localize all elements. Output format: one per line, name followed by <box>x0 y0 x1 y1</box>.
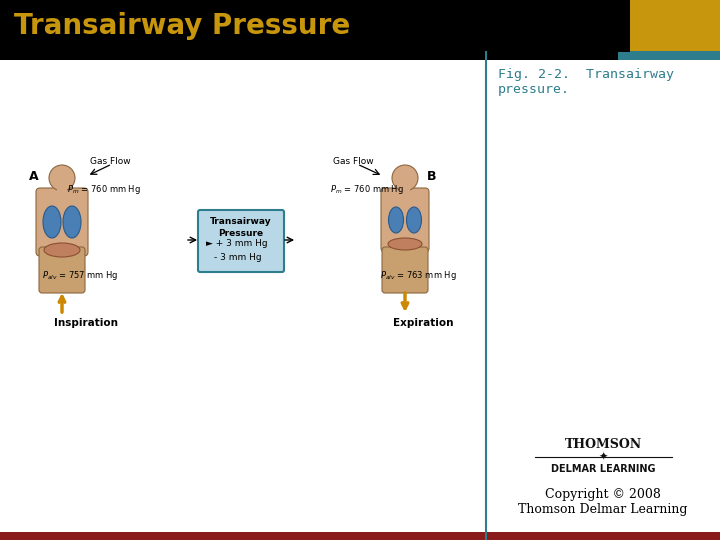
Text: Gas Flow: Gas Flow <box>333 158 374 166</box>
Text: Transairway: Transairway <box>210 218 272 226</box>
Text: DELMAR LEARNING: DELMAR LEARNING <box>551 464 655 474</box>
Bar <box>57 178 67 192</box>
Text: $P_m$ = 760 mm Hg: $P_m$ = 760 mm Hg <box>330 184 404 197</box>
Text: ✦: ✦ <box>598 452 608 462</box>
Bar <box>300 0 630 52</box>
Ellipse shape <box>44 243 80 257</box>
Bar <box>0 532 720 540</box>
Ellipse shape <box>389 207 403 233</box>
Text: Gas Flow: Gas Flow <box>90 158 130 166</box>
Text: THOMSON: THOMSON <box>564 438 642 451</box>
Bar <box>618 51 720 60</box>
Ellipse shape <box>407 207 421 233</box>
FancyBboxPatch shape <box>198 210 284 272</box>
Ellipse shape <box>63 206 81 238</box>
Text: $P_{alv}$ = 763 mm Hg: $P_{alv}$ = 763 mm Hg <box>380 268 457 281</box>
FancyBboxPatch shape <box>39 247 85 293</box>
Text: B: B <box>427 170 436 183</box>
Text: Copyright © 2008
Thomson Delmar Learning: Copyright © 2008 Thomson Delmar Learning <box>518 488 688 516</box>
Text: $P_m$ = 760 mm Hg: $P_m$ = 760 mm Hg <box>67 184 141 197</box>
Text: ► + 3 mm Hg: ► + 3 mm Hg <box>206 240 268 248</box>
Bar <box>618 0 720 52</box>
Text: $P_{alv}$ = 757 mm Hg: $P_{alv}$ = 757 mm Hg <box>42 268 118 281</box>
Text: Fig. 2-2.  Transairway
pressure.: Fig. 2-2. Transairway pressure. <box>498 68 674 96</box>
FancyBboxPatch shape <box>381 188 429 252</box>
Text: - 3 mm Hg: - 3 mm Hg <box>214 253 261 262</box>
Ellipse shape <box>43 206 61 238</box>
Text: A: A <box>29 170 39 183</box>
Text: Inspiration: Inspiration <box>54 318 118 328</box>
Circle shape <box>49 165 75 191</box>
Text: Expiration: Expiration <box>393 318 454 328</box>
Text: Pressure: Pressure <box>218 230 264 239</box>
FancyBboxPatch shape <box>382 247 428 293</box>
Circle shape <box>392 165 418 191</box>
FancyBboxPatch shape <box>0 0 638 60</box>
Bar <box>400 178 410 192</box>
Ellipse shape <box>388 238 422 250</box>
Text: Transairway Pressure: Transairway Pressure <box>14 12 350 40</box>
FancyBboxPatch shape <box>36 188 88 256</box>
